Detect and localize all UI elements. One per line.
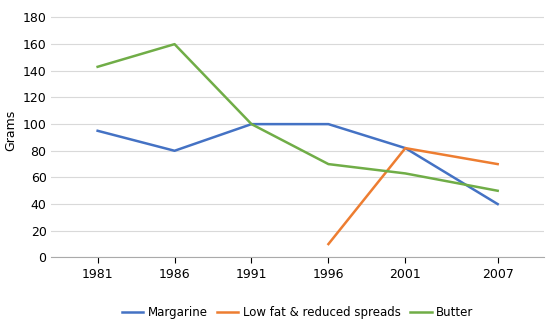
Margarine bbox=[402, 146, 409, 150]
Low fat & reduced spreads bbox=[325, 242, 332, 246]
Margarine bbox=[494, 202, 501, 206]
Line: Butter: Butter bbox=[98, 44, 498, 191]
Butter bbox=[94, 65, 101, 69]
Margarine bbox=[325, 122, 332, 126]
Butter bbox=[402, 172, 409, 176]
Line: Low fat & reduced spreads: Low fat & reduced spreads bbox=[328, 148, 498, 244]
Line: Margarine: Margarine bbox=[98, 124, 498, 204]
Margarine bbox=[94, 129, 101, 133]
Butter bbox=[494, 189, 501, 193]
Margarine bbox=[172, 149, 178, 153]
Margarine bbox=[248, 122, 255, 126]
Low fat & reduced spreads bbox=[494, 162, 501, 166]
Butter bbox=[325, 162, 332, 166]
Y-axis label: Grams: Grams bbox=[4, 110, 17, 151]
Legend: Margarine, Low fat & reduced spreads, Butter: Margarine, Low fat & reduced spreads, Bu… bbox=[117, 301, 478, 324]
Low fat & reduced spreads bbox=[402, 146, 409, 150]
Butter bbox=[172, 42, 178, 46]
Butter bbox=[248, 122, 255, 126]
